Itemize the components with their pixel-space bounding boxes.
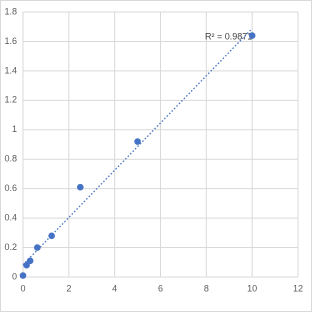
y-tick-label: 0.8 (4, 154, 17, 164)
y-tick-label: 1.4 (4, 65, 17, 75)
r-squared-annotation: R² = 0.9871 (205, 31, 252, 41)
data-point (134, 138, 141, 145)
y-tick-label: 1.8 (4, 6, 17, 16)
data-point (19, 272, 27, 279)
y-tick-label: 1 (12, 124, 17, 134)
data-point (23, 261, 30, 269)
x-tick-label: 10 (247, 283, 257, 293)
y-tick-label: 0.4 (4, 212, 17, 222)
data-point (248, 32, 256, 39)
y-tick-label: 1.2 (4, 95, 17, 105)
x-tick-label: 8 (204, 283, 209, 293)
y-tick-label: 0.2 (4, 242, 17, 252)
y-tick-label: 0.6 (4, 183, 17, 193)
chart-border (0, 0, 312, 312)
data-point (76, 183, 84, 191)
data-point (34, 244, 41, 251)
x-tick-label: 6 (158, 283, 163, 293)
data-point (48, 232, 55, 240)
x-tick-label: 4 (112, 283, 117, 293)
x-tick-label: 12 (293, 283, 303, 293)
y-tick-label: 0 (12, 271, 17, 281)
y-tick-label: 1.6 (4, 36, 17, 46)
x-tick-label: 2 (66, 283, 71, 293)
trendline (22, 28, 253, 266)
x-tick-label: 0 (20, 283, 25, 293)
data-point (26, 257, 34, 265)
chart: R² = 0.9871 0 0.2 0.4 0.6 0.8 1 1.2 1.4 1.6 1.8 0 2… (0, 0, 312, 312)
